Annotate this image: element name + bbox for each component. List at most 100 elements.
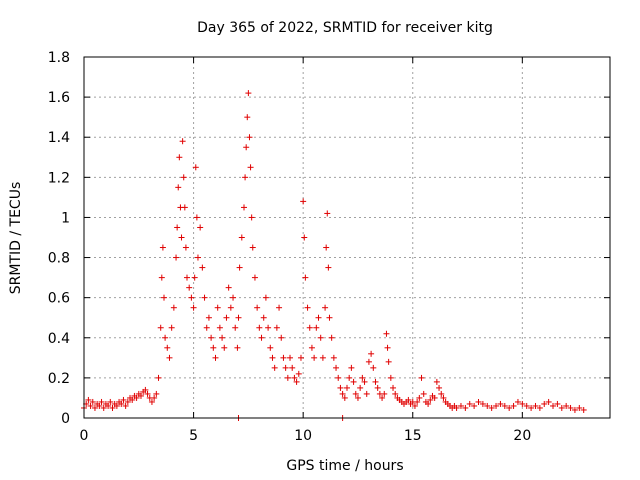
data-point <box>120 396 127 403</box>
data-point <box>216 324 223 331</box>
data-point <box>180 174 187 181</box>
data-point <box>567 404 574 411</box>
data-point <box>235 314 242 321</box>
data-point <box>175 184 182 191</box>
data-point <box>293 378 300 385</box>
data-point <box>197 224 204 231</box>
data-point <box>246 134 253 141</box>
data-point <box>151 394 158 401</box>
data-point <box>365 358 372 365</box>
data-point <box>475 398 482 405</box>
data-point <box>232 324 239 331</box>
data-point <box>244 114 251 121</box>
data-point <box>545 398 552 405</box>
data-point <box>105 402 112 409</box>
data-point <box>271 364 278 371</box>
data-point <box>372 378 379 385</box>
chart-title: Day 365 of 2022, SRMTID for receiver kit… <box>197 20 493 36</box>
data-point <box>254 304 261 311</box>
data-point <box>245 90 252 97</box>
data-point <box>247 164 254 171</box>
data-point <box>453 404 460 411</box>
data-points <box>81 90 587 421</box>
y-tick-label: 1.2 <box>48 170 70 186</box>
data-point <box>225 284 232 291</box>
y-tick-label: 1.4 <box>48 130 70 146</box>
data-point <box>118 400 125 407</box>
data-point <box>297 354 304 361</box>
data-point <box>203 324 210 331</box>
data-point <box>287 354 294 361</box>
data-point <box>580 406 587 413</box>
data-point <box>278 334 285 341</box>
data-point <box>440 394 447 401</box>
data-point <box>227 304 234 311</box>
data-point <box>416 394 423 401</box>
data-point <box>326 314 333 321</box>
data-point <box>208 334 215 341</box>
data-point <box>374 384 381 391</box>
data-point <box>436 384 443 391</box>
data-point <box>280 354 287 361</box>
data-point <box>335 374 342 381</box>
data-point <box>282 364 289 371</box>
data-point <box>541 400 548 407</box>
y-tick-label: 1.6 <box>48 90 70 106</box>
data-point <box>89 398 96 405</box>
data-point <box>129 396 136 403</box>
data-point <box>168 324 175 331</box>
data-point <box>173 254 180 261</box>
data-point <box>528 404 535 411</box>
data-point <box>201 294 208 301</box>
data-point <box>262 294 269 301</box>
x-tick-label: 5 <box>189 428 198 444</box>
data-point <box>191 274 198 281</box>
data-point <box>510 402 517 409</box>
data-point <box>344 384 350 391</box>
data-point <box>155 374 162 381</box>
y-tick-label: 1.8 <box>48 50 70 66</box>
data-point <box>260 314 267 321</box>
y-tick-label: 0.8 <box>48 251 70 267</box>
data-point <box>330 354 337 361</box>
data-point <box>219 334 226 341</box>
data-point <box>471 402 478 409</box>
data-point <box>346 374 353 381</box>
axis-ticks <box>83 56 610 419</box>
data-point <box>188 294 195 301</box>
data-point <box>181 204 188 211</box>
data-point <box>558 404 565 411</box>
data-point <box>363 390 370 397</box>
data-point <box>258 334 265 341</box>
data-point <box>420 390 427 397</box>
y-axis-label: SRMTID / TECUs <box>8 182 24 295</box>
data-point <box>576 404 583 411</box>
data-point <box>236 264 243 271</box>
y-tick-label: 1 <box>61 210 70 226</box>
data-point <box>148 398 155 405</box>
data-point <box>308 344 315 351</box>
data-point <box>418 374 425 381</box>
data-point <box>301 234 308 241</box>
data-point <box>162 334 169 341</box>
data-point <box>457 402 464 409</box>
data-point <box>462 404 469 411</box>
data-point <box>295 370 302 377</box>
data-point <box>550 402 557 409</box>
data-point <box>563 402 570 409</box>
data-point <box>107 398 114 405</box>
data-point <box>328 334 335 341</box>
data-point <box>405 396 412 403</box>
data-point <box>302 274 309 281</box>
data-point <box>368 350 375 357</box>
x-tick-label: 0 <box>80 428 89 444</box>
data-point <box>384 344 391 351</box>
data-point <box>387 374 394 381</box>
data-point <box>317 334 324 341</box>
data-point <box>350 378 357 385</box>
data-point <box>427 396 434 403</box>
data-point <box>497 400 504 407</box>
data-point <box>359 374 366 381</box>
data-point <box>425 400 432 407</box>
